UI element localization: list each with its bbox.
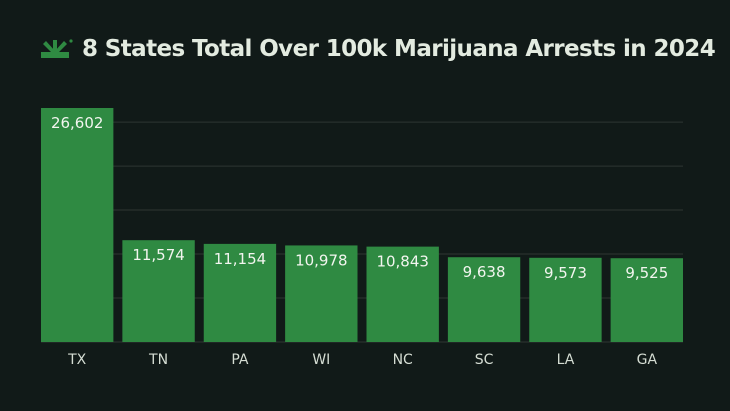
category-label: PA <box>231 352 249 368</box>
data-label: 26,602 <box>51 114 104 132</box>
data-label: 9,638 <box>463 263 506 281</box>
bar-tx <box>41 108 114 342</box>
bar-nc <box>366 246 439 342</box>
bar-wi <box>285 245 358 342</box>
data-label: 9,525 <box>625 264 668 282</box>
data-label: 10,978 <box>295 251 348 269</box>
cannabis-leaf-logo-icon <box>41 39 73 58</box>
data-label: 11,154 <box>214 250 267 268</box>
data-label: 11,574 <box>132 246 185 264</box>
bar-tn <box>122 240 195 342</box>
category-label: LA <box>557 352 575 368</box>
category-label: WI <box>312 352 330 368</box>
bar-pa <box>203 243 277 342</box>
category-label: SC <box>475 352 494 368</box>
chart-title: 8 States Total Over 100k Marijuana Arres… <box>40 36 716 62</box>
bar-ga <box>610 258 683 342</box>
category-label: TN <box>148 352 168 368</box>
category-label: TX <box>67 352 87 368</box>
category-label: NC <box>393 352 413 368</box>
title-text: 8 States Total Over 100k Marijuana Arres… <box>82 36 716 62</box>
bar-sc <box>447 257 521 342</box>
data-label: 10,843 <box>376 253 429 271</box>
bar-la <box>529 257 602 342</box>
data-label: 9,573 <box>544 264 587 282</box>
category-label: GA <box>637 352 658 368</box>
